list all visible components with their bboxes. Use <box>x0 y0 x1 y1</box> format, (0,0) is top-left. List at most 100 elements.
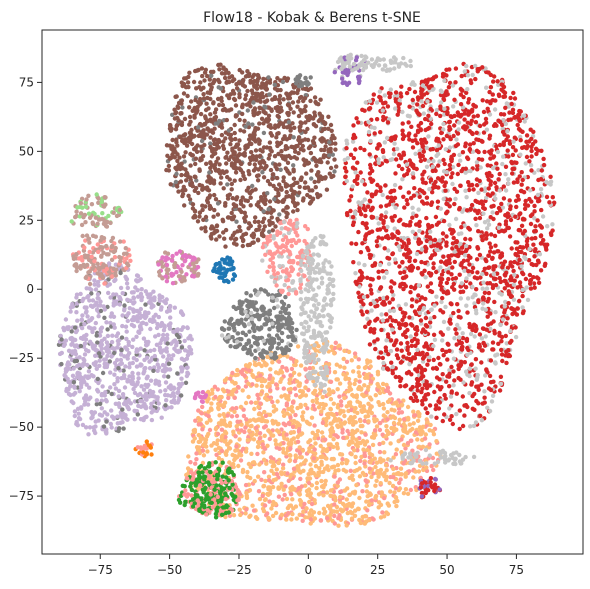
data-point <box>361 294 367 300</box>
data-point <box>502 286 507 291</box>
data-point <box>267 80 273 85</box>
data-point <box>183 150 188 155</box>
data-point <box>177 162 182 167</box>
data-point <box>176 189 181 194</box>
data-point <box>428 240 433 245</box>
data-point <box>452 123 457 128</box>
data-point <box>186 193 191 198</box>
data-point <box>481 301 486 306</box>
data-point <box>407 258 412 264</box>
data-point <box>143 365 148 371</box>
data-point <box>238 128 243 133</box>
data-point <box>96 351 102 356</box>
data-point <box>429 200 435 205</box>
data-point <box>163 388 168 393</box>
data-point <box>510 166 515 172</box>
data-point <box>113 386 119 391</box>
data-point <box>507 110 512 115</box>
data-point <box>293 453 298 458</box>
data-point <box>199 226 204 231</box>
data-point <box>267 140 273 145</box>
data-point <box>329 456 334 462</box>
data-point <box>274 135 279 140</box>
data-point <box>428 116 433 122</box>
data-point <box>92 278 97 283</box>
data-point <box>503 188 509 193</box>
data-point <box>183 380 189 385</box>
data-point <box>374 424 380 429</box>
data-point <box>449 389 454 394</box>
data-point <box>165 332 170 338</box>
data-point <box>384 312 389 317</box>
data-point <box>482 343 488 348</box>
data-point <box>171 391 176 396</box>
data-point <box>277 162 282 167</box>
data-point <box>538 187 544 192</box>
data-point <box>507 340 513 345</box>
data-point <box>383 210 389 215</box>
data-point <box>285 160 291 165</box>
data-point <box>298 128 303 133</box>
data-point <box>139 287 144 292</box>
data-point <box>261 76 266 82</box>
data-point <box>405 404 411 410</box>
data-point <box>491 79 496 84</box>
data-point <box>383 234 389 240</box>
data-point <box>59 350 64 356</box>
data-point <box>298 363 304 368</box>
data-point <box>347 492 352 498</box>
data-point <box>66 325 72 330</box>
data-point <box>467 390 472 396</box>
data-point <box>84 382 89 387</box>
data-point <box>440 175 445 180</box>
data-point <box>121 426 126 431</box>
data-point <box>412 356 418 361</box>
data-point <box>500 161 505 167</box>
data-point <box>323 175 328 180</box>
data-point <box>159 415 164 420</box>
data-point <box>353 241 359 247</box>
data-point <box>490 340 496 345</box>
data-point <box>375 337 380 342</box>
data-point <box>429 414 434 419</box>
data-point <box>460 423 466 429</box>
data-point <box>389 279 394 284</box>
data-point <box>454 342 459 347</box>
data-point <box>207 129 212 134</box>
data-point <box>439 100 444 105</box>
data-point <box>409 124 414 129</box>
data-point <box>145 342 150 347</box>
data-point <box>148 378 154 383</box>
data-point <box>379 86 384 91</box>
data-point <box>291 209 296 214</box>
data-point <box>173 94 178 100</box>
data-point <box>243 96 248 102</box>
data-point <box>496 229 502 234</box>
data-point <box>460 289 466 294</box>
data-point <box>506 353 511 359</box>
data-point <box>85 314 90 319</box>
data-point <box>422 436 428 441</box>
data-point <box>215 96 221 102</box>
data-point <box>165 341 170 346</box>
data-point <box>243 93 249 98</box>
data-point <box>410 145 416 150</box>
data-point <box>312 95 318 100</box>
data-point <box>451 104 456 109</box>
data-point <box>197 168 202 173</box>
data-point <box>475 276 480 281</box>
data-point <box>189 99 194 104</box>
data-point <box>241 204 246 209</box>
data-point <box>459 359 464 364</box>
data-point <box>257 97 262 103</box>
data-point <box>484 367 489 372</box>
data-point <box>214 237 219 242</box>
data-point <box>163 366 169 371</box>
data-point <box>388 91 393 96</box>
data-point <box>107 282 113 287</box>
data-point <box>368 287 374 293</box>
data-point <box>391 135 397 140</box>
data-point <box>452 201 457 207</box>
data-point <box>472 334 477 339</box>
data-point <box>352 469 357 474</box>
